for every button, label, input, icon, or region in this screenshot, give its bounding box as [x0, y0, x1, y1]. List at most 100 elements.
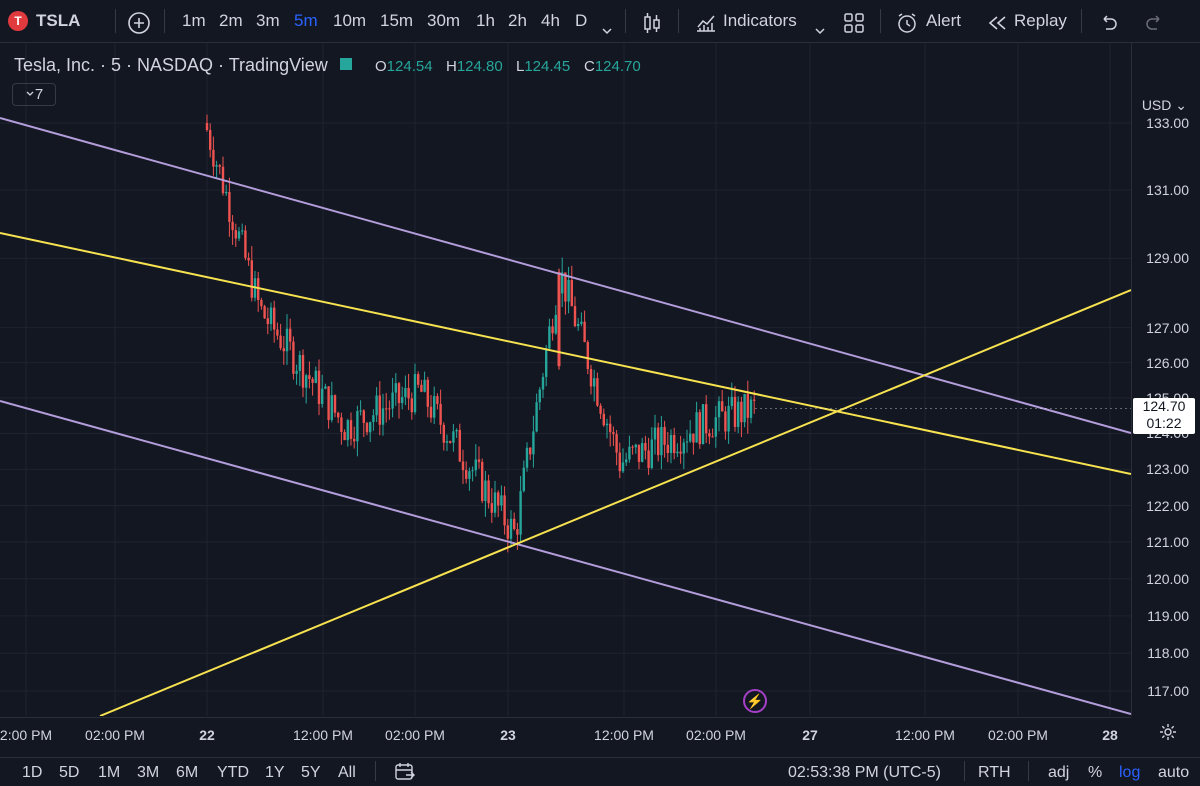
range-1y[interactable]: 1Y	[265, 764, 285, 781]
clock-timezone[interactable]: 02:53:38 PM (UTC-5)	[788, 764, 941, 781]
candle-up	[580, 321, 583, 324]
percent-toggle[interactable]: %	[1088, 764, 1103, 781]
time-axis[interactable]: 2:00 PM 02:00 PM 22 12:00 PM 02:00 PM 23…	[0, 717, 1131, 748]
calendar-goto-icon[interactable]	[394, 761, 416, 786]
lightning-bolt-icon[interactable]: ⚡	[743, 689, 767, 713]
candle-up	[225, 191, 228, 194]
candle-up	[522, 467, 525, 492]
interval-2m[interactable]: 2m	[219, 11, 243, 30]
candle-up	[471, 470, 474, 472]
candle-down	[247, 257, 250, 261]
candle-down	[733, 396, 737, 427]
candle-down	[461, 461, 465, 471]
alarm-clock-icon[interactable]	[895, 9, 919, 33]
candle-up	[532, 431, 535, 455]
interval-4h[interactable]: 4h	[541, 11, 560, 30]
channel-upper-line	[0, 117, 1132, 434]
candle-down	[551, 326, 554, 334]
high-value: 124.80	[456, 58, 503, 75]
separator	[678, 9, 679, 33]
indicators-icon[interactable]	[694, 9, 718, 33]
interval-5m[interactable]: 5m	[294, 11, 318, 30]
time-label: 12:00 PM	[293, 727, 353, 743]
separator	[1081, 9, 1082, 33]
interval-3m[interactable]: 3m	[256, 11, 280, 30]
replay-button[interactable]: Replay	[1014, 11, 1067, 30]
price-tick-label: 120.00	[1146, 570, 1189, 587]
price-tick-label: 133.00	[1146, 115, 1189, 131]
indicators-button[interactable]: Indicators	[723, 11, 797, 30]
candle-down	[276, 329, 279, 336]
chevron-down-icon[interactable]	[813, 13, 827, 35]
bar-countdown: 01:22	[1146, 415, 1182, 431]
range-3m[interactable]: 3M	[137, 764, 160, 781]
range-6m[interactable]: 6M	[176, 764, 199, 781]
candle-down	[513, 518, 516, 530]
price-axis[interactable]: USD ⌄ 133.00131.00129.00127.00126.00125.…	[1131, 43, 1200, 716]
candle-down	[292, 341, 295, 374]
candle-up	[269, 307, 273, 325]
range-1m[interactable]: 1M	[98, 764, 121, 781]
redo-icon[interactable]	[1143, 9, 1167, 33]
undo-icon[interactable]	[1096, 9, 1120, 33]
candle-up	[567, 280, 570, 302]
range-all[interactable]: All	[338, 764, 356, 781]
price-tick-label: 118.00	[1147, 645, 1189, 662]
interval-30m[interactable]: 30m	[427, 11, 461, 30]
candles-chart-type-icon[interactable]	[640, 9, 664, 33]
support-trendline	[99, 289, 1132, 717]
candle-up	[455, 429, 458, 432]
candle-down	[583, 321, 586, 343]
adjust-toggle[interactable]: adj	[1048, 764, 1070, 781]
symbol-search-button[interactable]: TSLA	[36, 11, 81, 30]
indicators-toggle[interactable]: 7	[12, 83, 56, 106]
interval-1m[interactable]: 1m	[182, 11, 206, 30]
candle-up	[653, 427, 657, 440]
range-5d[interactable]: 5D	[59, 764, 80, 781]
range-1d[interactable]: 1D	[22, 764, 43, 781]
gear-icon[interactable]	[1158, 722, 1178, 747]
low-value: 124.45	[524, 58, 571, 75]
candle-up	[538, 389, 541, 403]
candle-down	[353, 438, 356, 442]
interval-d[interactable]: D	[575, 11, 588, 30]
price-tick-label: 123.00	[1146, 461, 1189, 478]
currency-selector[interactable]: USD ⌄	[1142, 97, 1187, 114]
candle-down	[205, 123, 209, 131]
alert-button[interactable]: Alert	[926, 11, 961, 30]
chevron-down-icon[interactable]	[600, 13, 614, 35]
candle-up	[391, 392, 394, 409]
candle-down	[417, 374, 420, 385]
separator	[1028, 761, 1029, 781]
candle-down	[711, 436, 714, 438]
interval-2h[interactable]: 2h	[508, 11, 527, 30]
legend-high: H124.80	[446, 58, 503, 75]
candle-down	[289, 328, 292, 342]
session-toggle[interactable]: RTH	[978, 764, 1011, 781]
candle-down	[609, 423, 612, 433]
candle-up	[641, 442, 644, 462]
interval-1h[interactable]: 1h	[476, 11, 495, 30]
candle-down	[586, 342, 589, 370]
replay-rewind-icon[interactable]	[986, 9, 1010, 33]
candle-down	[673, 434, 676, 454]
range-ytd[interactable]: YTD	[217, 764, 249, 781]
candle-up	[682, 442, 685, 454]
plus-circle-icon[interactable]	[127, 9, 151, 34]
chart-canvas[interactable]	[0, 43, 1132, 717]
legend-close: C124.70	[584, 58, 641, 75]
legend-title: Tesla, Inc. · 5 · NASDAQ · TradingView	[14, 55, 328, 75]
range-5y[interactable]: 5Y	[301, 764, 321, 781]
interval-15m[interactable]: 15m	[380, 11, 414, 30]
candle-up	[493, 492, 497, 513]
resistance-trendline	[0, 232, 1132, 475]
auto-scale-toggle[interactable]: auto	[1158, 764, 1190, 781]
candle-down	[637, 444, 641, 462]
candle-up	[509, 518, 513, 539]
candle-up	[548, 326, 551, 349]
low-label: L	[516, 58, 525, 75]
price-chart[interactable]	[0, 43, 1132, 717]
interval-10m[interactable]: 10m	[333, 11, 367, 30]
layout-grid-icon[interactable]	[842, 9, 866, 33]
log-toggle[interactable]: log	[1119, 764, 1141, 781]
